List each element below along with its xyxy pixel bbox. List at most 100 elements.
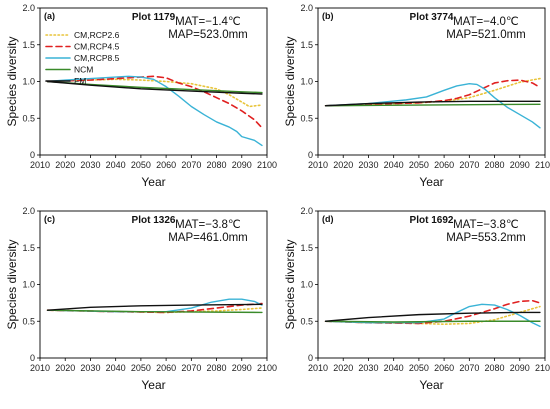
x-tick-label: 2090 [232, 363, 252, 373]
series-line-cm-rcp4-5 [324, 299, 541, 325]
panel-tag: (d) [322, 214, 334, 224]
x-tick-label: 2030 [80, 363, 100, 373]
panel-title: Plot 3774 [410, 12, 454, 23]
x-tick-label: 2100 [257, 160, 277, 170]
series-line-ncm [324, 103, 541, 107]
climate-annotation: MAT=−3.8℃ [175, 219, 241, 231]
x-tick-label: 2060 [434, 363, 454, 373]
x-tick-label: 2070 [459, 160, 479, 170]
series-line-cm-rcp8-5 [46, 75, 263, 147]
series-line-cm-rcp8-5 [324, 82, 541, 129]
series-line-cm-rcp8-5 [324, 303, 541, 328]
x-tick-label: 2060 [156, 160, 176, 170]
y-axis-title: Species diversity [283, 239, 297, 329]
y-tick-label: 1.5 [22, 243, 35, 253]
x-tick-label: 2030 [80, 160, 100, 170]
series-line-ncm [324, 320, 541, 323]
y-axis-title: Species diversity [283, 36, 297, 126]
y-tick-label: 1.0 [22, 280, 35, 290]
x-tick-label: 2040 [106, 160, 126, 170]
y-axis-title: Species diversity [5, 239, 19, 329]
x-tick-label: 2060 [434, 160, 454, 170]
x-tick-label: 2020 [55, 160, 75, 170]
x-axis-title: Year [419, 378, 443, 392]
y-tick-label: 0 [30, 150, 35, 160]
y-tick-label: 1.5 [300, 40, 313, 50]
x-tick-label: 2030 [358, 160, 378, 170]
y-tick-label: 0.5 [22, 316, 35, 326]
x-tick-label: 2100 [257, 363, 277, 373]
y-tick-label: 2.0 [300, 206, 313, 216]
legend-label: NCM [74, 65, 93, 75]
legend-label: CM,RCP2.6 [74, 30, 120, 40]
x-tick-label: 2080 [207, 160, 227, 170]
x-tick-label: 2050 [131, 160, 151, 170]
chart-panel-1: 2010 2020 2030 2040 2050 2060 2070 2080 2090 2100… [5, 3, 277, 189]
x-tick-label: 2080 [485, 160, 505, 170]
x-tick-label: 2070 [181, 363, 201, 373]
panel-title: Plot 1179 [132, 12, 176, 23]
x-tick-label: 2080 [207, 363, 227, 373]
x-tick-label: 2090 [510, 160, 530, 170]
y-tick-label: 0 [308, 353, 313, 363]
x-tick-label: 2010 [30, 363, 50, 373]
x-tick-label: 2030 [358, 363, 378, 373]
x-tick-label: 2050 [409, 363, 429, 373]
x-tick-label: 2020 [55, 363, 75, 373]
x-tick-label: 2090 [510, 363, 530, 373]
y-tick-label: 0.5 [300, 113, 313, 123]
y-tick-label: 1.0 [22, 77, 35, 87]
x-tick-label: 2010 [30, 160, 50, 170]
y-tick-label: 1.5 [22, 40, 35, 50]
climate-annotation: MAT=−3.8℃ [453, 219, 519, 231]
x-tick-label: 2090 [232, 160, 252, 170]
chart-panel-2: 2010 2020 2030 2040 2050 2060 2070 2080 2090 210 0… [283, 3, 550, 189]
panel-title: Plot 1692 [410, 215, 454, 226]
series-line-fm [46, 80, 263, 95]
x-tick-label: 2060 [156, 363, 176, 373]
y-tick-label: 2.0 [22, 3, 35, 13]
chart-panel-3: 2010 2020 2030 2040 2050 2060 2070 2080 2090 2100… [5, 206, 277, 392]
y-tick-label: 0.5 [300, 316, 313, 326]
climate-annotation: MAP=521.0mm [446, 29, 526, 41]
panel-tag: (a) [44, 11, 55, 21]
climate-annotation: MAP=523.0mm [168, 29, 248, 41]
series-line-fm [324, 311, 541, 322]
series-line-cm-rcp4-5 [46, 75, 263, 129]
x-tick-label: 2050 [409, 160, 429, 170]
y-tick-label: 2.0 [22, 206, 35, 216]
x-tick-label: 2040 [384, 160, 404, 170]
x-tick-label: 2070 [459, 363, 479, 373]
legend-label: FM [74, 76, 86, 86]
climate-annotation: MAP=461.0mm [168, 232, 248, 244]
y-tick-label: 0 [308, 150, 313, 160]
y-tick-label: 0 [30, 353, 35, 363]
legend-label: CM,RCP4.5 [74, 42, 120, 52]
x-tick-label: 2100 [535, 363, 550, 373]
series-line-cm-rcp4-5 [324, 79, 541, 107]
panel-tag: (c) [44, 214, 55, 224]
x-tick-label: 2040 [106, 363, 126, 373]
x-axis-title: Year [419, 175, 443, 189]
y-tick-label: 1.5 [300, 243, 313, 253]
x-tick-label: 2020 [333, 363, 353, 373]
x-axis-title: Year [141, 378, 165, 392]
climate-annotation: MAP=553.2mm [446, 232, 526, 244]
x-tick-label: 2010 [308, 160, 328, 170]
legend-label: CM,RCP8.5 [74, 53, 120, 63]
y-tick-label: 1.0 [300, 77, 313, 87]
climate-annotation: MAT=−4.0℃ [453, 16, 519, 28]
panel-tag: (b) [322, 11, 334, 21]
x-tick-label: 2010 [308, 363, 328, 373]
x-tick-label: 2020 [333, 160, 353, 170]
y-axis-title: Species diversity [5, 36, 19, 126]
series-line-fm [46, 303, 263, 311]
x-tick-label: 2050 [131, 363, 151, 373]
x-tick-label: 2080 [485, 363, 505, 373]
y-tick-label: 2.0 [300, 3, 313, 13]
x-tick-label: 2070 [181, 160, 201, 170]
x-tick-label: 2040 [384, 363, 404, 373]
y-tick-label: 0.5 [22, 113, 35, 123]
